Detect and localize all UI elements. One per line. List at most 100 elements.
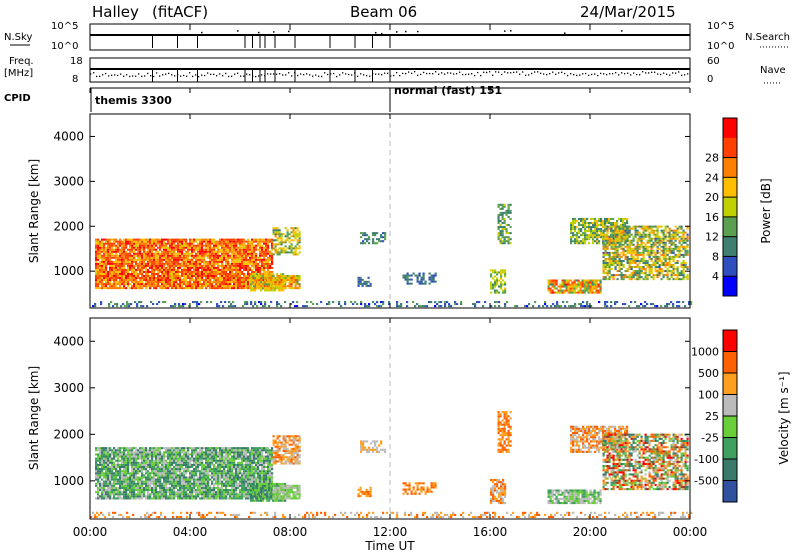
echo-cell: [263, 262, 266, 265]
nave-point: [213, 73, 215, 76]
echo-cell: [217, 281, 220, 284]
echo-cell: [133, 461, 136, 464]
echo-cell: [187, 287, 190, 290]
echo-cell: [185, 260, 188, 263]
echo-cell: [278, 281, 281, 284]
echo-cell: [127, 279, 130, 282]
echo-cell: [606, 222, 609, 225]
echo-cell: [507, 209, 510, 212]
echo-cell: [111, 246, 114, 249]
echo-cell: [139, 484, 142, 487]
echo-cell: [157, 260, 160, 263]
echo-cell: [644, 274, 647, 277]
echo-cell: [310, 301, 313, 304]
echo-cell: [578, 224, 581, 227]
echo-cell: [556, 303, 559, 306]
echo-cell: [266, 277, 269, 280]
echo-cell: [229, 238, 232, 241]
echo-cell: [115, 274, 118, 278]
echo-cell: [569, 287, 572, 290]
echo-cell: [153, 264, 156, 267]
echo-cell: [255, 248, 258, 251]
echo-cell: [254, 281, 257, 284]
echo-cell: [648, 245, 651, 248]
echo-cell: [682, 274, 685, 277]
echo-cell: [634, 270, 637, 273]
echo-cell: [159, 279, 162, 282]
echo-cell: [131, 238, 134, 241]
echo-cell: [105, 238, 108, 241]
echo-cell: [133, 459, 136, 462]
echo-cell: [203, 260, 206, 263]
echo-cell: [209, 279, 212, 282]
echo-cell: [127, 264, 130, 267]
echo-cell: [157, 258, 160, 261]
echo-cell: [113, 455, 116, 458]
echo-cell: [133, 457, 136, 460]
echo-cell: [680, 253, 683, 256]
echo-cell: [253, 240, 256, 243]
nave-point: [216, 75, 218, 77]
echo-cell: [294, 231, 297, 234]
echo-cell: [600, 222, 603, 225]
echo-cell: [628, 225, 631, 228]
echo-cell: [207, 238, 210, 241]
echo-cell: [261, 246, 264, 249]
echo-cell: [606, 217, 609, 220]
echo-cell: [101, 484, 104, 487]
echo-cell: [632, 274, 635, 277]
echo-cell: [105, 482, 108, 485]
echo-cell: [606, 263, 609, 267]
echo-cell: [179, 240, 182, 243]
echo-cell: [127, 242, 130, 245]
echo-cell: [610, 255, 613, 258]
echo-cell: [592, 232, 595, 235]
echo-cell: [595, 279, 598, 282]
echo-cell: [620, 261, 623, 264]
echo-cell: [243, 258, 246, 261]
echo-cell: [243, 277, 246, 280]
echo-cell: [103, 449, 106, 452]
echo-cell: [109, 287, 112, 290]
echo-cell: [610, 240, 613, 243]
echo-cell: [101, 250, 104, 253]
echo-cell: [682, 301, 685, 304]
echo-cell: [127, 262, 130, 265]
echo-cell: [117, 287, 120, 290]
echo-cell: [127, 240, 130, 243]
echo-cell: [161, 252, 164, 255]
echo-cell: [131, 279, 134, 282]
echo-cell: [676, 268, 679, 271]
echo-cell: [620, 259, 623, 262]
echo-cell: [157, 285, 160, 288]
echo-cell: [278, 237, 281, 240]
echo-cell: [121, 451, 124, 454]
echo-cell: [652, 233, 655, 236]
echo-cell: [125, 277, 128, 280]
echo-cell: [606, 301, 609, 304]
echo-cell: [187, 264, 190, 267]
echo-cell: [474, 305, 477, 308]
echo-cell: [161, 258, 164, 261]
echo-cell: [99, 482, 102, 485]
echo-cell: [181, 270, 184, 273]
echo-cell: [161, 266, 164, 269]
nave-point: [309, 74, 311, 76]
echo-cell: [137, 476, 140, 479]
echo-cell: [550, 305, 553, 308]
echo-cell: [276, 277, 279, 280]
echo-cell: [608, 278, 611, 281]
echo-cell: [292, 287, 295, 290]
echo-cell: [147, 262, 150, 265]
echo-cell: [163, 250, 166, 253]
echo-cell: [229, 248, 232, 251]
echo-cell: [578, 236, 581, 239]
echo-cell: [272, 243, 275, 246]
echo-cell: [101, 256, 104, 259]
echo-cell: [111, 449, 114, 452]
echo-cell: [207, 252, 210, 255]
echo-cell: [233, 256, 236, 259]
echo-cell: [368, 236, 371, 239]
echo-cell: [131, 478, 134, 481]
echo-cell: [366, 238, 369, 241]
